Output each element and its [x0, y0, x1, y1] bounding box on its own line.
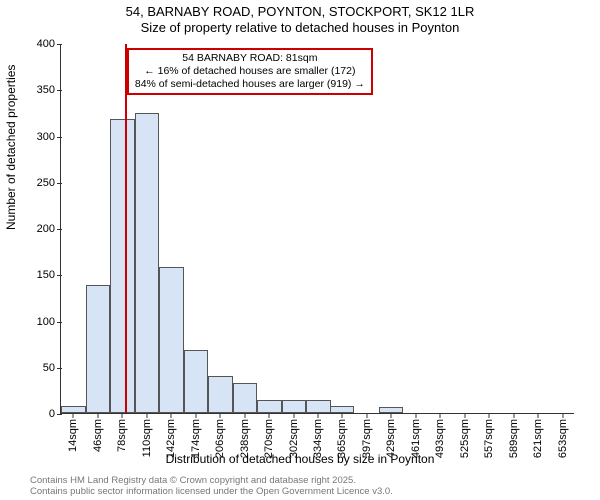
histogram-bar [306, 400, 331, 413]
footer-line2: Contains public sector information licen… [30, 487, 393, 498]
x-tick-label: 14sqm [67, 413, 79, 452]
footer-attribution: Contains HM Land Registry data © Crown c… [30, 476, 393, 498]
x-axis-label: Distribution of detached houses by size … [0, 452, 600, 466]
y-tick: 250 [21, 177, 61, 189]
y-tick: 150 [21, 269, 61, 281]
y-tick: 0 [21, 408, 61, 420]
x-tick-label: 110sqm [141, 413, 153, 457]
y-tick: 300 [21, 131, 61, 143]
histogram-bar [208, 376, 233, 413]
y-tick: 100 [21, 316, 61, 328]
annotation-line: ← 16% of detached houses are smaller (17… [135, 65, 365, 78]
histogram-bar [233, 383, 258, 413]
x-tick-label: 78sqm [116, 413, 128, 452]
title-block: 54, BARNABY ROAD, POYNTON, STOCKPORT, SK… [0, 0, 600, 35]
histogram-bar [135, 113, 160, 413]
property-marker-line [125, 44, 127, 413]
histogram-bar [110, 119, 135, 413]
histogram-bar [61, 406, 86, 413]
histogram-bar [86, 285, 111, 413]
y-tick: 400 [21, 38, 61, 50]
y-tick: 200 [21, 223, 61, 235]
annotation-box: 54 BARNABY ROAD: 81sqm← 16% of detached … [127, 48, 373, 95]
plot-area: 05010015020025030035040014sqm46sqm78sqm1… [60, 44, 574, 414]
histogram-bar [257, 400, 282, 413]
y-tick: 350 [21, 84, 61, 96]
y-tick: 50 [21, 362, 61, 374]
x-tick-label: 46sqm [92, 413, 104, 452]
histogram-bar [159, 267, 184, 413]
histogram-bar [330, 406, 355, 413]
annotation-line: 54 BARNABY ROAD: 81sqm [135, 52, 365, 65]
chart-container: 54, BARNABY ROAD, POYNTON, STOCKPORT, SK… [0, 0, 600, 500]
title-line2: Size of property relative to detached ho… [0, 20, 600, 36]
histogram-bar [282, 400, 307, 413]
y-axis-label: Number of detached properties [4, 65, 18, 230]
histogram-bar [184, 350, 209, 413]
histogram-bar [379, 407, 404, 413]
title-line1: 54, BARNABY ROAD, POYNTON, STOCKPORT, SK… [0, 4, 600, 20]
annotation-line: 84% of semi-detached houses are larger (… [135, 78, 365, 91]
